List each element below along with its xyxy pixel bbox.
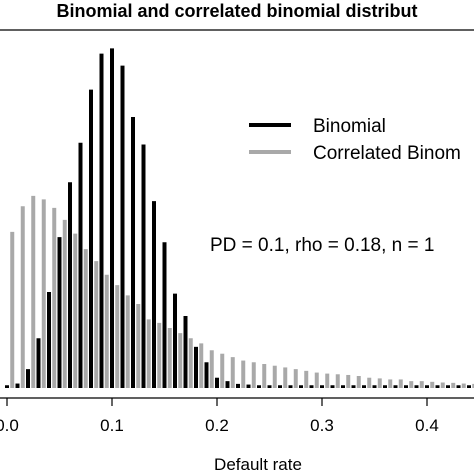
bars-layer	[5, 48, 474, 388]
x-ticks-layer: 0.0 0.1 0.2 0.3 0.4	[0, 398, 439, 435]
legend-label-binomial: Binomial	[313, 116, 386, 137]
x-tick-label-2: 0.2	[205, 416, 229, 435]
x-tick-label-0: 0.0	[0, 416, 19, 435]
x-tick-label-1: 0.1	[100, 416, 124, 435]
chart-title: Binomial and correlated binomial distrib…	[56, 1, 417, 21]
legend: Binomial Correlated Binom	[249, 116, 461, 164]
x-axis-label: Default rate	[214, 455, 302, 474]
parameters-annotation: PD = 0.1, rho = 0.18, n = 1	[210, 235, 434, 256]
x-tick-label-3: 0.3	[310, 416, 334, 435]
x-tick-label-4: 0.4	[415, 416, 439, 435]
legend-label-correlated: Correlated Binom	[313, 143, 461, 164]
